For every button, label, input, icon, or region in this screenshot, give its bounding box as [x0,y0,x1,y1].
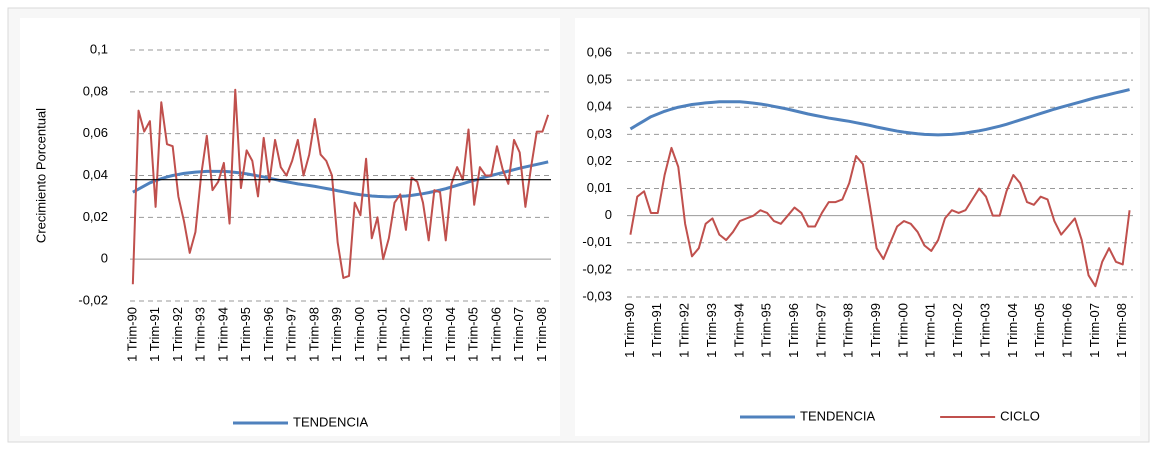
legend-label: TENDENCIA [293,414,368,429]
x-tick-label: 1 Trim-98 [841,303,856,358]
series-line [131,88,550,285]
x-tick-label: 1 Trim-05 [1032,303,1047,358]
x-tick-label: 1 Trim-02 [397,307,412,362]
y-tick-label: 0,05 [587,72,612,87]
x-tick-label: 1 Trim-94 [731,303,746,358]
x-tick-label: 1 Trim-07 [1087,303,1102,358]
panel-right [575,18,1140,436]
x-tick-label: 1 Trim-02 [950,303,965,358]
x-tick-label: 1 Trim-03 [977,303,992,358]
legend-label: TENDENCIA [800,408,875,423]
x-tick-label: 1 Trim-00 [352,307,367,362]
x-tick-label: 1 Trim-01 [375,307,390,362]
y-tick-label: -0,03 [582,288,612,303]
x-tick-label: 1 Trim-93 [704,303,719,358]
series-line [629,88,1130,137]
x-tick-label: 1 Trim-93 [193,307,208,362]
y-tick-label: 0,06 [83,125,108,140]
x-tick-label: 1 Trim-90 [124,307,139,362]
y-tick-label: 0,08 [83,83,108,98]
y-tick-label: 0,02 [83,209,108,224]
legend-label: CICLO [1000,408,1040,423]
x-tick-label: 1 Trim-99 [868,303,883,358]
x-tick-label: 1 Trim-03 [420,307,435,362]
y-tick-label: 0,1 [90,41,108,56]
x-tick-label: 1 Trim-08 [1114,303,1129,358]
x-tick-label: 1 Trim-04 [443,307,458,362]
y-tick-label: 0,06 [587,44,612,59]
y-axis-title: Crecimiento Porcentual [33,108,48,243]
y-tick-label: -0,02 [78,292,108,307]
y-tick-label: 0,04 [587,99,612,114]
x-tick-label: 1 Trim-91 [147,307,162,362]
y-tick-label: 0,04 [83,167,108,182]
y-tick-label: 0 [101,251,108,266]
x-tick-label: 1 Trim-01 [923,303,938,358]
y-tick-label: 0 [605,207,612,222]
x-tick-label: 1 Trim-99 [329,307,344,362]
x-tick-label: 1 Trim-91 [649,303,664,358]
x-tick-label: 1 Trim-96 [261,307,276,362]
y-tick-label: 0,03 [587,126,612,141]
x-tick-label: 1 Trim-98 [306,307,321,362]
x-tick-label: 1 Trim-92 [677,303,692,358]
x-tick-label: 1 Trim-90 [622,303,637,358]
series-line [629,146,1131,288]
x-tick-label: 1 Trim-95 [238,307,253,362]
x-tick-label: 1 Trim-05 [466,307,481,362]
x-tick-label: 1 Trim-08 [534,307,549,362]
x-tick-label: 1 Trim-97 [284,307,299,362]
x-tick-label: 1 Trim-94 [215,307,230,362]
x-tick-label: 1 Trim-06 [488,307,503,362]
x-tick-label: 1 Trim-00 [895,303,910,358]
x-tick-label: 1 Trim-95 [759,303,774,358]
panel-left [20,18,560,436]
x-tick-label: 1 Trim-96 [786,303,801,358]
x-tick-label: 1 Trim-92 [170,307,185,362]
y-tick-label: -0,01 [582,234,612,249]
y-tick-label: -0,02 [582,261,612,276]
x-tick-label: 1 Trim-97 [813,303,828,358]
x-tick-label: 1 Trim-07 [511,307,526,362]
x-tick-label: 1 Trim-04 [1005,303,1020,358]
y-tick-label: 0,02 [587,153,612,168]
y-tick-label: 0,01 [587,180,612,195]
x-tick-label: 1 Trim-06 [1059,303,1074,358]
